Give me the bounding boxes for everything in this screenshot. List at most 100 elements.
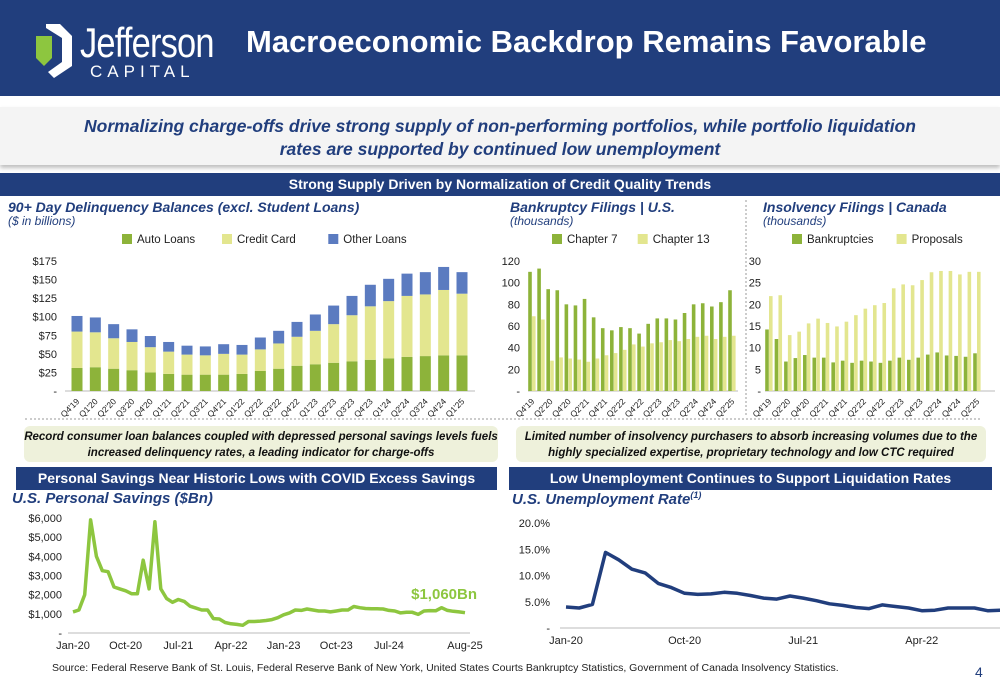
y-tick-label: 5.0% xyxy=(525,597,550,609)
y-tick-label: $25 xyxy=(39,367,57,379)
x-tick-label: Q3'23 xyxy=(333,396,356,419)
bar-other-loans xyxy=(89,317,101,333)
bar-chapter-13 xyxy=(559,357,563,391)
bar-bankruptcies xyxy=(850,362,854,391)
bar-other-loans xyxy=(438,266,450,290)
x-tick-label: Q4'20 xyxy=(550,396,573,419)
chart-title-insolvency: Insolvency Filings | Canada xyxy=(763,199,947,215)
y-tick-label: 10.0% xyxy=(519,571,550,583)
bar-chapter-13 xyxy=(668,340,672,391)
y-tick-label: $150 xyxy=(33,275,57,287)
x-tick-label: Q1'24 xyxy=(370,396,393,419)
bar-chapter-13 xyxy=(586,361,591,391)
bar-chapter-13 xyxy=(604,355,609,391)
savings-chart: - $1,000 $2,000 $3,000 $4,000 $5,000 $6,000 Jan… xyxy=(28,513,482,652)
y-tick-label: $2,000 xyxy=(28,590,62,602)
x-tick-label: Q3'21 xyxy=(187,396,210,419)
bar-auto-loans xyxy=(181,374,193,391)
bar-chapter-7 xyxy=(728,290,732,391)
x-tick-label: Q3'22 xyxy=(260,396,283,419)
x-tick-label: Jan-20 xyxy=(56,640,90,652)
bar-chapter-7 xyxy=(691,304,696,391)
bar-chapter-13 xyxy=(595,358,600,391)
x-tick-label: Q4'20 xyxy=(788,396,811,419)
bar-chapter-13 xyxy=(622,349,627,391)
bar-chapter-7 xyxy=(573,305,578,391)
y-tick-label: 60 xyxy=(508,321,520,333)
legend-label: Credit Card xyxy=(237,234,296,246)
bar-chapter-13 xyxy=(532,316,536,391)
x-tick-label: Jul-21 xyxy=(163,640,193,652)
section-header-unemployment: Low Unemployment Continues to Support Li… xyxy=(509,467,992,490)
page-title: Macroeconomic Backdrop Remains Favorable xyxy=(246,24,927,59)
x-tick-label: Q2'22 xyxy=(604,396,627,419)
y-tick-label: 20 xyxy=(508,364,520,376)
delinquency-chart: Auto Loans Credit Card Other Loans - $25 $50 $… xyxy=(33,234,475,419)
legend-swatch xyxy=(328,234,339,244)
x-tick-label: Jul-21 xyxy=(788,635,818,647)
bar-proposals xyxy=(948,270,953,391)
bar-bankruptcies xyxy=(935,352,939,391)
bar-chapter-7 xyxy=(682,313,687,391)
chart-unit-bankruptcy: (thousands) xyxy=(510,214,574,228)
x-tick-label: Apr-22 xyxy=(214,640,247,652)
x-tick-label: Q1'25 xyxy=(443,396,466,419)
bar-auto-loans xyxy=(364,359,376,391)
x-tick-label: Q1'20 xyxy=(77,396,100,419)
chart-title-savings: U.S. Personal Savings ($Bn) xyxy=(12,490,213,507)
bar-auto-loans xyxy=(401,356,413,391)
bar-credit-card xyxy=(89,332,101,368)
bar-bankruptcies xyxy=(840,360,845,391)
bar-chapter-7 xyxy=(528,271,532,391)
bar-proposals xyxy=(958,274,962,391)
bar-chapter-13 xyxy=(713,339,718,391)
bar-chapter-7 xyxy=(582,298,587,391)
bar-proposals xyxy=(797,331,801,391)
caption-left: Record consumer loan balances coupled wi… xyxy=(24,426,498,462)
bar-credit-card xyxy=(126,341,138,371)
y-tick-label: - xyxy=(546,623,550,635)
legend-label: Chapter 7 xyxy=(567,234,618,246)
y-tick-label: 25 xyxy=(749,278,761,290)
x-tick-label: Q2'25 xyxy=(958,396,981,419)
bar-other-loans xyxy=(291,321,303,337)
legend-swatch xyxy=(896,234,907,244)
subtitle-line-2: rates are supported by continued low une… xyxy=(279,139,721,159)
bar-bankruptcies xyxy=(944,355,949,391)
bar-chapter-7 xyxy=(637,333,641,391)
x-tick-label: Q2'24 xyxy=(388,396,411,419)
bar-auto-loans xyxy=(163,373,175,391)
y-tick-label: 40 xyxy=(508,343,520,355)
x-tick-label: Q4'22 xyxy=(623,396,646,419)
bar-proposals xyxy=(806,323,811,391)
bar-credit-card xyxy=(163,351,175,374)
x-tick-label: Q4'19 xyxy=(750,396,773,419)
y-tick-label: 30 xyxy=(749,256,761,268)
bar-other-loans xyxy=(456,272,468,294)
bar-chapter-13 xyxy=(704,335,709,391)
bar-bankruptcies xyxy=(907,359,911,391)
bar-bankruptcies xyxy=(831,362,835,391)
bar-bankruptcies xyxy=(812,357,817,391)
bar-credit-card xyxy=(456,293,468,356)
legend-swatch xyxy=(222,234,232,244)
bar-proposals xyxy=(873,305,877,391)
x-tick-label: Q4'24 xyxy=(425,396,448,419)
bar-other-loans xyxy=(273,330,285,344)
bar-chapter-7 xyxy=(546,289,550,391)
x-tick-label: Q4'21 xyxy=(826,396,849,419)
bar-bankruptcies xyxy=(793,358,798,391)
bar-chapter-7 xyxy=(719,302,723,391)
bar-other-loans xyxy=(254,337,266,350)
bar-chapter-13 xyxy=(722,336,727,391)
bar-bankruptcies xyxy=(878,362,883,391)
subtitle-line-1: Normalizing charge-offs drive strong sup… xyxy=(84,116,916,136)
x-tick-label: Jan-20 xyxy=(549,635,583,647)
y-tick-label: 5 xyxy=(755,364,761,376)
x-tick-label: Q4'23 xyxy=(902,396,925,419)
bar-auto-loans xyxy=(218,374,230,391)
bar-bankruptcies xyxy=(973,353,977,391)
y-tick-label: 80 xyxy=(508,299,520,311)
divider xyxy=(25,418,980,420)
x-tick-label: Q4'24 xyxy=(940,396,963,419)
